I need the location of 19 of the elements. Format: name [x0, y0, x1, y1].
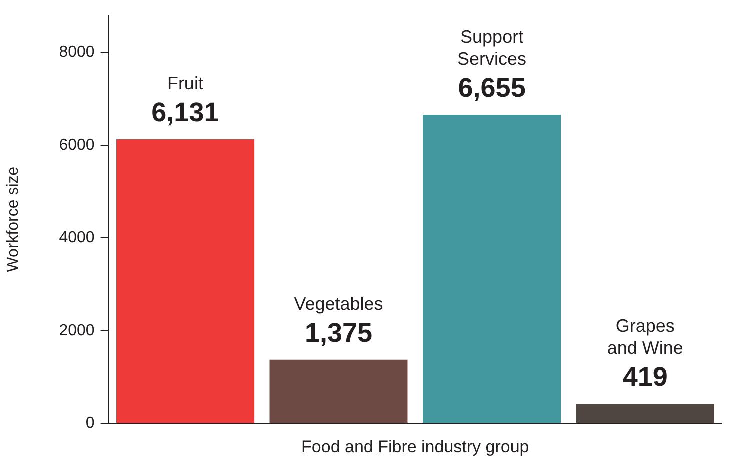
- data-label: 419: [622, 362, 668, 392]
- y-tick-label: 6000: [59, 136, 95, 154]
- x-tick-label: Support Services: [458, 27, 527, 70]
- y-tick-label: 4000: [59, 230, 95, 247]
- x-axis-title: Food and Fibre industry group: [302, 437, 530, 456]
- data-label: 6,655: [458, 73, 526, 104]
- bar: [423, 115, 562, 424]
- bar: [270, 360, 408, 424]
- x-tick-label: Grapes and Wine: [607, 316, 684, 358]
- bar: [576, 404, 714, 424]
- y-axis-title: Workforce size: [5, 166, 22, 272]
- x-tick-label: Vegetables: [294, 294, 384, 314]
- y-tick-label: 0: [86, 415, 95, 432]
- y-tick-label: 2000: [59, 322, 95, 340]
- y-tick-label: 8000: [59, 44, 95, 62]
- bar: [116, 139, 254, 424]
- x-tick-label: Fruit: [167, 73, 204, 94]
- data-label: 6,131: [152, 97, 220, 128]
- data-label: 1,375: [304, 318, 373, 348]
